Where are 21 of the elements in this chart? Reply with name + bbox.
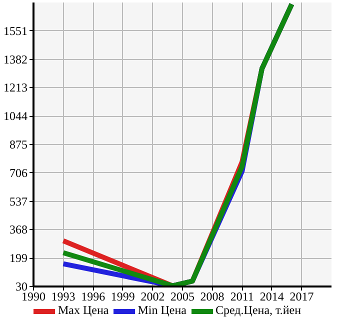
- y-tick-label: 1551: [4, 24, 28, 38]
- y-tick-label: 1044: [4, 109, 28, 124]
- y-tick-label: 199: [10, 251, 28, 266]
- legend-label: Min Цена: [138, 303, 186, 318]
- x-tick-label: 2002: [140, 290, 165, 304]
- legend-label: Сред.Цена, т.йен: [216, 303, 302, 318]
- x-tick-label: 2005: [170, 290, 194, 304]
- y-tick-label: 368: [10, 222, 28, 237]
- x-tick-label: 2008: [200, 290, 224, 304]
- x-tick-label: 2011: [230, 290, 254, 304]
- x-tick-label: 1999: [110, 290, 135, 304]
- y-tick-label: 706: [10, 166, 28, 180]
- legend-label: Max Цена: [58, 303, 109, 318]
- x-tick-label: 2017: [290, 290, 314, 304]
- y-tick-label: 537: [10, 194, 28, 208]
- y-tick-label: 1213: [4, 80, 28, 95]
- y-tick-label: 1382: [4, 52, 28, 66]
- y-tick-label: 875: [10, 138, 28, 152]
- x-tick-label: 2014: [260, 290, 284, 304]
- x-tick-label: 1996: [81, 290, 106, 304]
- x-tick-label: 1993: [51, 290, 76, 304]
